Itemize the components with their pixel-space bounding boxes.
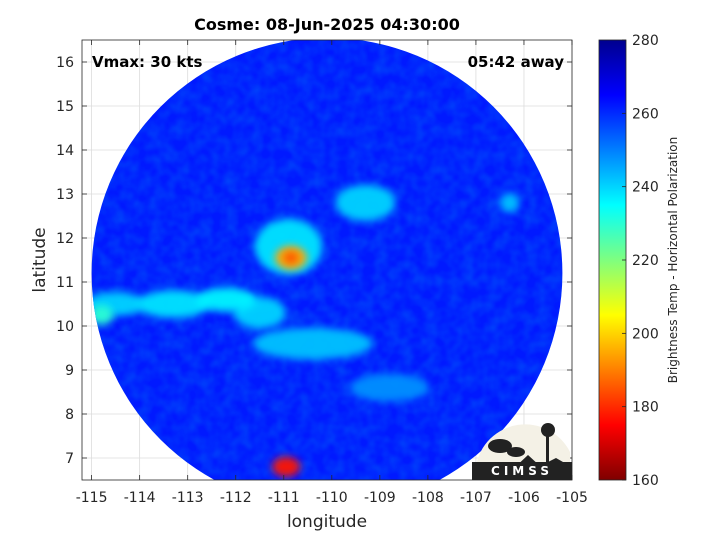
plot-title: Cosme: 08-Jun-2025 04:30:00 bbox=[194, 15, 460, 34]
y-tick-label: 14 bbox=[56, 143, 74, 159]
feature-southern-arc bbox=[252, 327, 373, 360]
x-tick-label: -110 bbox=[316, 490, 348, 506]
x-axis: -115 -114 -113 -112 -111 -110 -109 -108 -107 -106… bbox=[76, 40, 588, 506]
swath-layer bbox=[91, 40, 563, 480]
tower-tank-icon bbox=[541, 423, 555, 437]
dish-icon-small bbox=[507, 447, 525, 457]
time-offset-label: 05:42 away bbox=[468, 53, 565, 71]
colorbar-tick-label: 200 bbox=[632, 326, 659, 342]
colorbar: 160 180 200 220 240 260 280 Brightness Temp - … bbox=[598, 33, 680, 489]
cimss-logo: CIMSS bbox=[472, 423, 572, 480]
colorbar-title: Brightness Temp - Horizontal Polarizatio… bbox=[666, 137, 680, 384]
feature-western-band-3 bbox=[196, 287, 257, 312]
feature-western-band-2 bbox=[137, 290, 210, 318]
brightness-temperature-swath bbox=[91, 40, 563, 480]
y-tick-label: 15 bbox=[56, 99, 74, 115]
y-tick-label: 11 bbox=[56, 275, 74, 291]
feature-eastern-cell bbox=[499, 192, 520, 213]
x-tick-label: -111 bbox=[268, 490, 300, 506]
colorbar-tick-label: 240 bbox=[632, 180, 659, 196]
y-tick-label: 16 bbox=[56, 55, 74, 71]
x-axis-title: longitude bbox=[287, 512, 367, 532]
x-tick-label: -105 bbox=[556, 490, 588, 506]
logo-text: CIMSS bbox=[491, 464, 553, 478]
x-tick-label: -106 bbox=[508, 490, 540, 506]
x-tick-label: -109 bbox=[364, 490, 396, 506]
colorbar-ticks: 160 180 200 220 240 260 280 bbox=[622, 33, 659, 489]
colorbar-tick-label: 260 bbox=[632, 106, 659, 122]
logo-band bbox=[472, 462, 572, 480]
y-tick-label: 8 bbox=[65, 407, 74, 423]
x-tick-label: -115 bbox=[76, 490, 108, 506]
feature-core-center bbox=[283, 251, 298, 264]
y-tick-label: 7 bbox=[65, 451, 74, 467]
colorbar-tick-label: 160 bbox=[632, 473, 659, 489]
y-tick-label: 10 bbox=[56, 319, 74, 335]
x-tick-label: -107 bbox=[460, 490, 492, 506]
y-tick-label: 12 bbox=[56, 231, 74, 247]
y-tick-label: 13 bbox=[56, 187, 74, 203]
vmax-label: Vmax: 30 kts bbox=[92, 53, 202, 71]
x-tick-label: -113 bbox=[172, 490, 204, 506]
x-tick-label: -112 bbox=[220, 490, 252, 506]
plot-area: -115 -114 -113 -112 -111 -110 -109 -108 -107 -106… bbox=[30, 39, 588, 532]
colorbar-tick-label: 180 bbox=[632, 400, 659, 416]
dish-icon bbox=[488, 439, 512, 453]
x-tick-label: -114 bbox=[124, 490, 156, 506]
y-tick-label: 9 bbox=[65, 363, 74, 379]
colorbar-tick-label: 220 bbox=[632, 253, 659, 269]
colorbar-gradient bbox=[598, 39, 627, 481]
feature-northern-cell bbox=[335, 184, 396, 221]
x-tick-label: -108 bbox=[412, 490, 444, 506]
y-axis-title: latitude bbox=[30, 227, 50, 292]
axes-frame bbox=[81, 39, 573, 481]
feature-southeast-band bbox=[349, 373, 430, 402]
tower-icon bbox=[546, 432, 549, 462]
y-axis: 7 8 9 10 11 12 13 14 15 16 bbox=[56, 55, 572, 467]
colorbar-tick-label: 280 bbox=[632, 33, 659, 49]
swath-texture bbox=[91, 40, 563, 480]
feature-southern-hotspot bbox=[272, 456, 301, 477]
plot-title-text: Cosme: 08-Jun-2025 04:30:00 bbox=[194, 15, 460, 34]
